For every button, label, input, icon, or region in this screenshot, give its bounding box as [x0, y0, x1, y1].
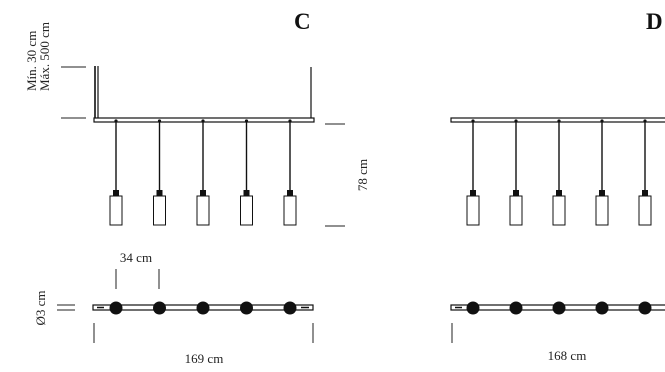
pendant-plan-dot: [153, 301, 166, 315]
pendant-lamp: [638, 119, 652, 226]
variant-d-elevation: D: [450, 9, 665, 226]
pendant-lamp: [552, 119, 566, 226]
length-label: 169 cm: [185, 351, 224, 366]
pendant-connector: [113, 190, 119, 196]
pendant-plan-dot: [638, 301, 652, 315]
pendant-shade: [638, 195, 652, 226]
pendant-connector: [200, 190, 206, 196]
variant-d-plan: 168 cm: [450, 301, 665, 363]
pendant-lamp: [595, 119, 609, 226]
pendant-plan-dot: [595, 301, 609, 315]
pendant-mount: [514, 119, 518, 123]
pendant-mount: [600, 119, 604, 123]
variant-c-plan: 34 cm Ø3 cm 169 cm: [33, 250, 314, 366]
pendant-mount: [201, 119, 205, 123]
drop-height-label: 78 cm: [355, 159, 370, 191]
pendant-connector: [156, 190, 163, 196]
pendant-shade: [552, 195, 566, 226]
spacing-label: 34 cm: [120, 250, 152, 265]
pendant-lamp: [509, 119, 523, 226]
pendant-shade: [196, 195, 210, 226]
pendant-shade: [509, 195, 523, 226]
pendant-plan-dot: [509, 301, 523, 315]
min-height-label: Mín. 30 cm: [24, 31, 39, 91]
pendant-shade: [109, 195, 123, 226]
pendant-connector: [642, 190, 648, 196]
pendant-connector: [287, 190, 293, 196]
pendant-mount: [114, 119, 118, 123]
pendant-lamp: [240, 119, 253, 226]
pendant-lamp: [196, 119, 210, 226]
pendant-mount: [244, 119, 249, 123]
pendant-lamp: [153, 119, 166, 226]
pendant-shade: [466, 195, 480, 226]
pendant-plan-dot: [240, 301, 253, 315]
pendant-group: [466, 119, 652, 226]
max-height-label: Máx. 500 cm: [37, 22, 52, 91]
pendant-plan-dot: [196, 301, 210, 315]
pendant-plan-dot: [283, 301, 297, 315]
pendant-shade: [153, 195, 166, 226]
pendant-connector: [556, 190, 562, 196]
variant-c-elevation: C 78 cm: [61, 9, 370, 227]
pendant-connector: [470, 190, 476, 196]
variant-d-letter: D: [646, 9, 663, 34]
diameter-label: Ø3 cm: [33, 290, 48, 325]
pendant-lamp: [283, 119, 297, 226]
pendant-mount: [288, 119, 292, 123]
pendant-connector: [599, 190, 605, 196]
pendant-group: [109, 119, 297, 226]
pendant-shade: [283, 195, 297, 226]
pendant-mount: [471, 119, 475, 123]
pendant-plan-group: [109, 301, 297, 315]
pendant-mount: [643, 119, 647, 123]
pendant-mount: [157, 119, 162, 123]
pendant-plan-dot: [552, 301, 566, 315]
pendant-plan-dot: [466, 301, 480, 315]
pendant-lamp: [109, 119, 123, 226]
pendant-lamp: [466, 119, 480, 226]
variant-c-letter: C: [294, 9, 311, 34]
pendant-shade: [595, 195, 609, 226]
pendant-plan-group: [466, 301, 652, 315]
pendant-connector: [243, 190, 250, 196]
pendant-mount: [557, 119, 561, 123]
pendant-plan-dot: [109, 301, 123, 315]
length-label: 168 cm: [548, 348, 587, 363]
pendant-shade: [240, 195, 253, 226]
pendant-connector: [513, 190, 519, 196]
